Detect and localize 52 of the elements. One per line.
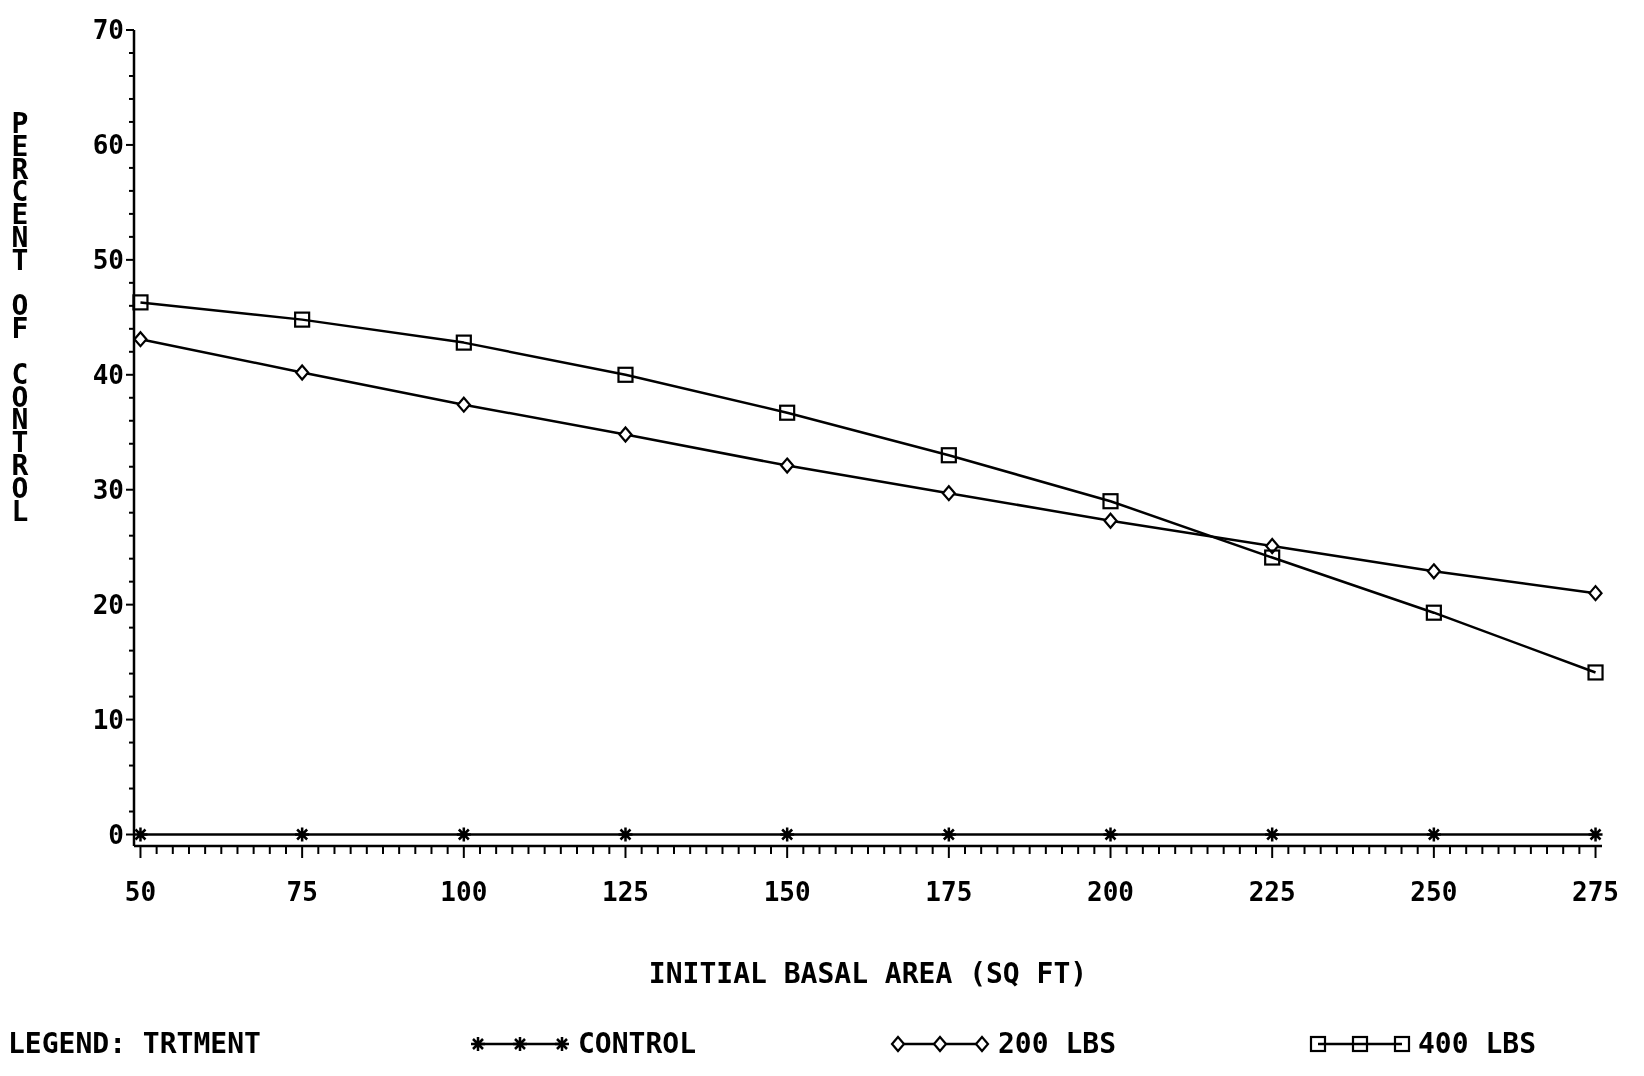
point	[780, 457, 795, 474]
point	[456, 396, 471, 413]
point	[293, 826, 311, 843]
legend-title: LEGEND: TRTMENT	[8, 1027, 261, 1060]
x-tick-label: 100	[440, 877, 488, 907]
point	[1587, 664, 1604, 681]
point	[1425, 826, 1443, 843]
point	[941, 485, 956, 502]
y-tick-label: 50	[92, 244, 124, 275]
point	[1425, 604, 1442, 621]
legend-label: 200 LBS	[998, 1027, 1117, 1060]
point	[617, 826, 634, 843]
x-tick-label: 250	[1410, 877, 1458, 907]
point	[940, 447, 957, 464]
point	[1588, 585, 1603, 602]
x-tick-label: 75	[286, 877, 318, 907]
point	[617, 366, 634, 383]
legend-label: CONTROL	[578, 1027, 697, 1060]
point	[779, 404, 796, 421]
y-tick-label: 20	[92, 589, 124, 620]
point	[1426, 563, 1441, 580]
x-tick-label: 275	[1572, 877, 1620, 907]
legend-label: 400 LBS	[1418, 1027, 1537, 1060]
point	[1587, 826, 1604, 843]
point	[940, 826, 958, 843]
point	[1103, 512, 1118, 529]
point	[294, 311, 311, 328]
y-tick-label: 60	[92, 130, 124, 161]
point	[1264, 549, 1281, 566]
y-tick-label: 10	[92, 704, 124, 735]
y-tick-label: 30	[92, 474, 124, 505]
point	[778, 826, 796, 843]
point	[455, 334, 472, 351]
x-tick-label: 175	[925, 877, 973, 907]
point	[455, 826, 473, 843]
point	[618, 426, 633, 443]
x-tick-label: 150	[763, 877, 811, 907]
x-tick-label: 125	[602, 877, 649, 907]
point	[1263, 826, 1281, 843]
y-tick-label: 0	[108, 819, 124, 850]
x-tick-label: 200	[1087, 877, 1134, 907]
point	[1102, 826, 1119, 843]
y-tick-label: 40	[92, 359, 124, 390]
point	[295, 364, 310, 381]
text: PERCENT OF CONTROL	[11, 107, 29, 528]
x-axis-title: INITIAL BASAL AREA (SQ FT)	[648, 957, 1088, 990]
point	[133, 331, 148, 348]
y-tick-label: 70	[92, 15, 124, 46]
x-tick-label: 225	[1248, 877, 1296, 907]
point	[132, 294, 149, 311]
point	[1102, 493, 1119, 510]
x-tick-label: 50	[124, 877, 157, 907]
